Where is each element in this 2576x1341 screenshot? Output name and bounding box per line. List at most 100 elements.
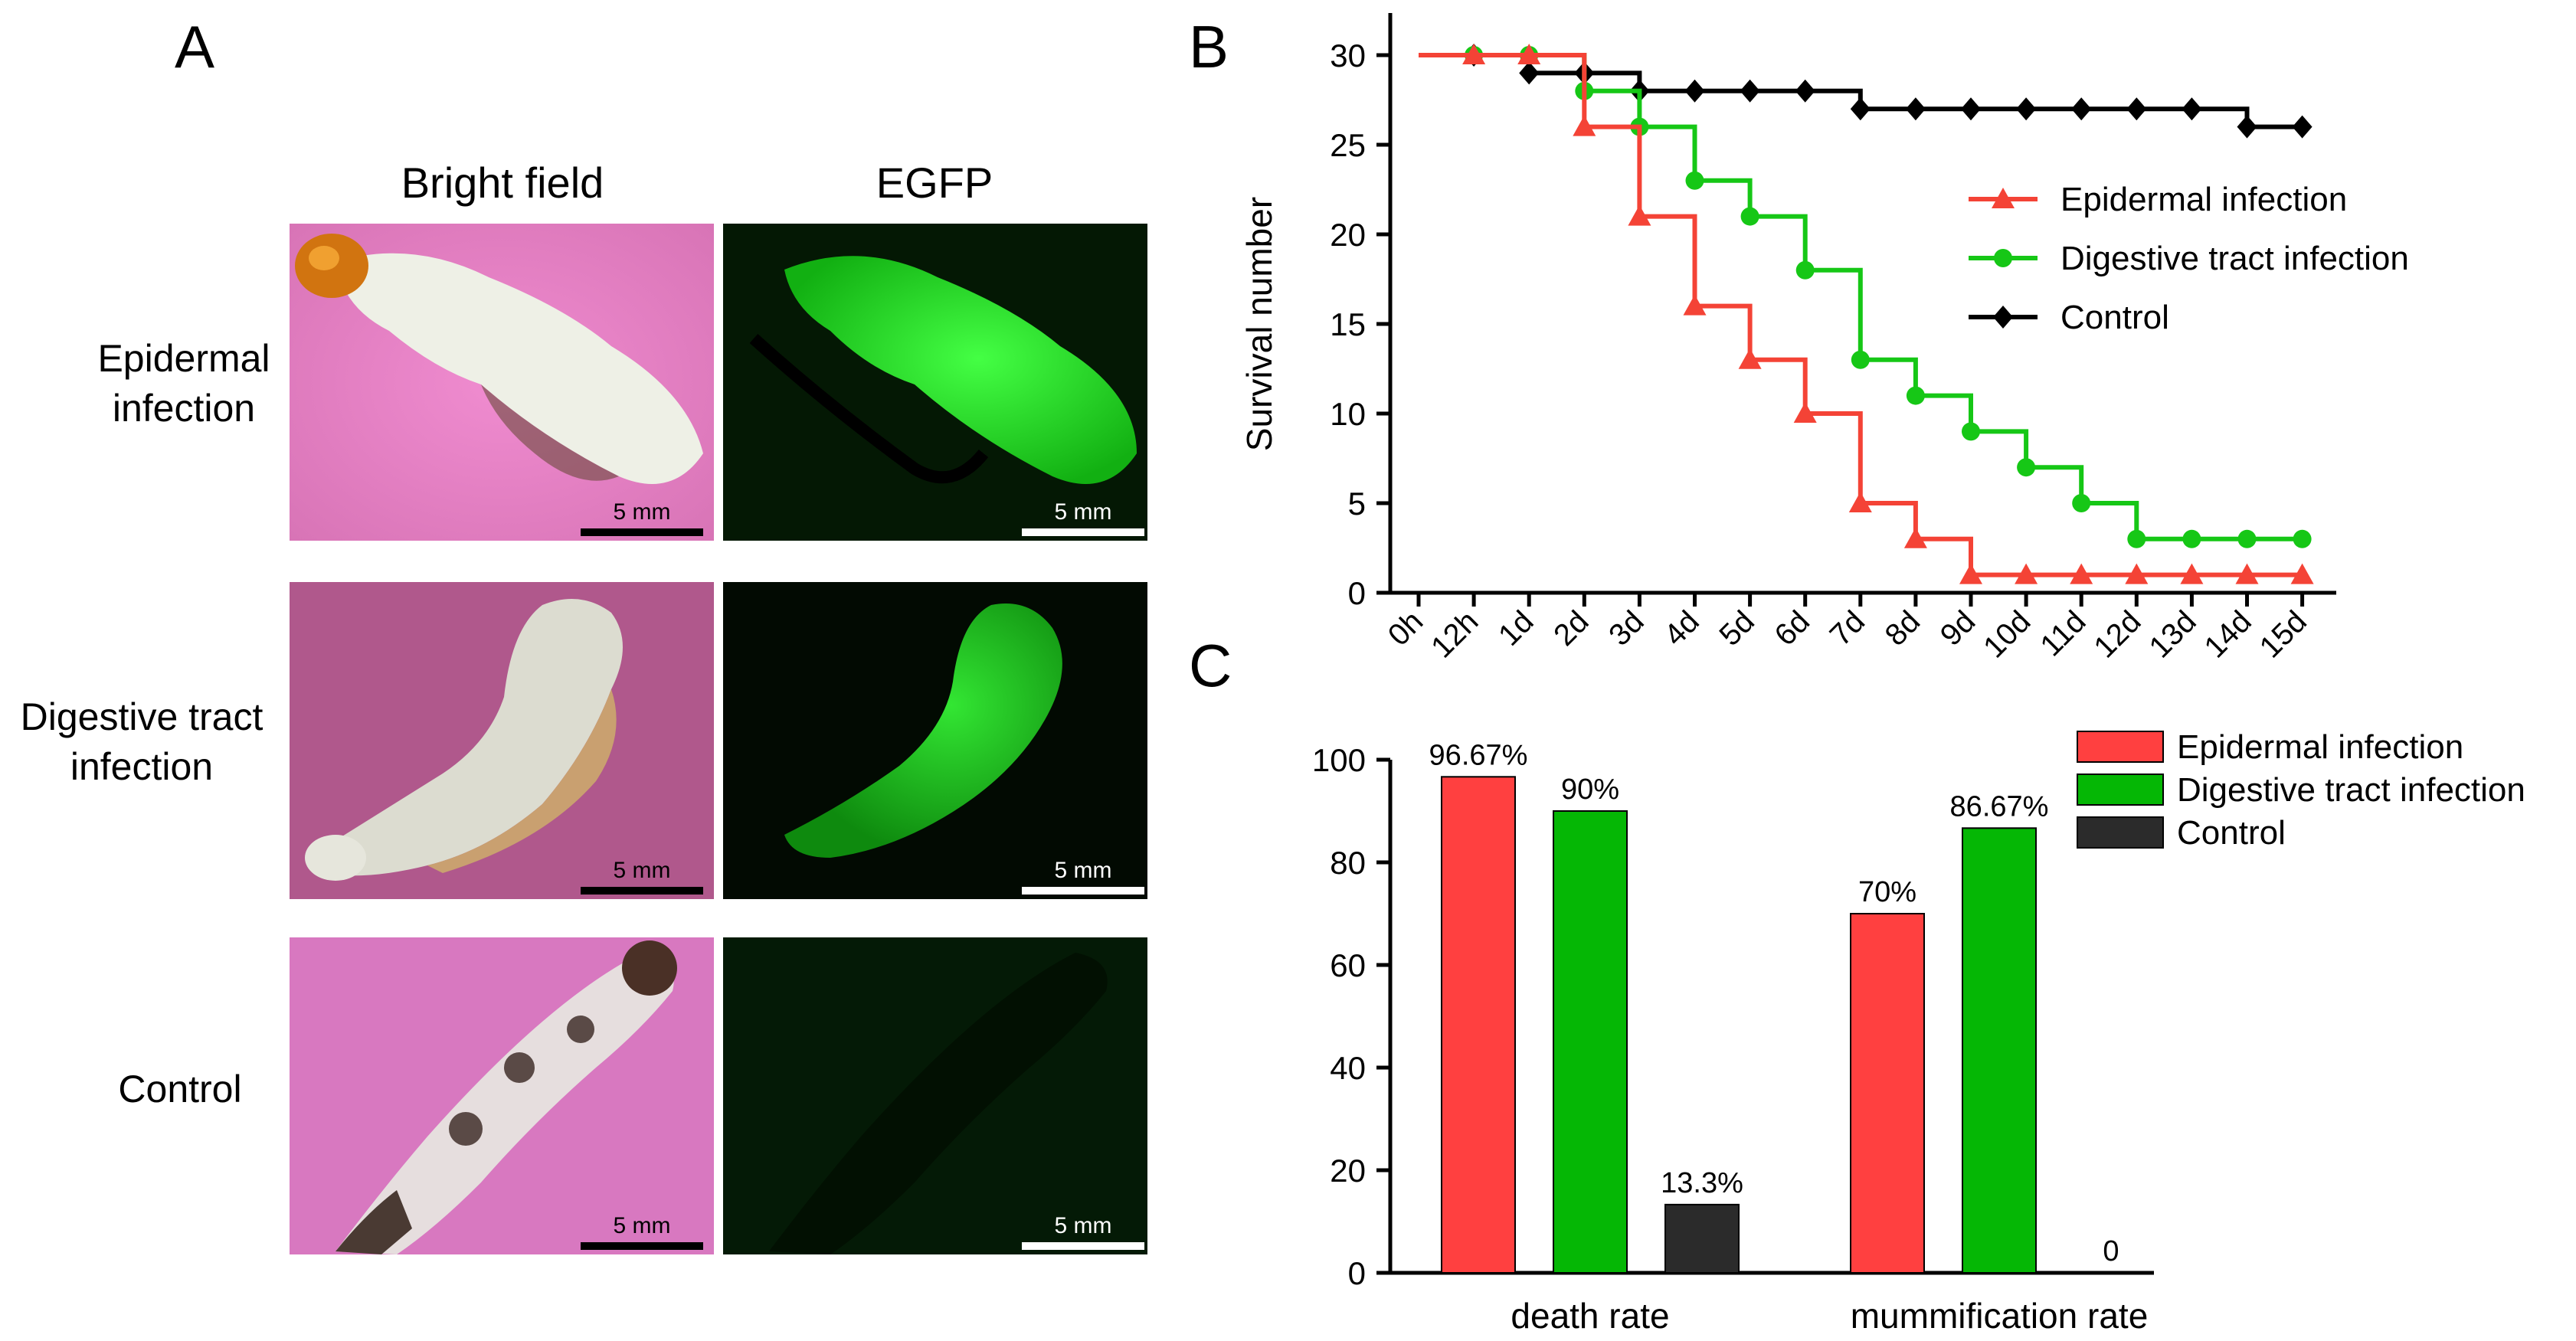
y-tick-label: 0 bbox=[1348, 575, 1366, 611]
x-category-label: death rate bbox=[1511, 1296, 1669, 1336]
row-label-line: infection bbox=[112, 387, 256, 430]
y-tick-label: 80 bbox=[1330, 845, 1366, 881]
y-tick-label: 15 bbox=[1330, 306, 1366, 342]
egfp-control-image bbox=[723, 937, 1147, 1254]
scale-bar-label: 5 mm bbox=[613, 1213, 671, 1238]
data-point-marker bbox=[2071, 97, 2092, 121]
data-point-marker bbox=[1520, 46, 1539, 64]
x-tick-label: 0h bbox=[1382, 604, 1430, 653]
bar-value-label: 70% bbox=[1858, 876, 1916, 908]
data-point-marker bbox=[2016, 97, 2037, 121]
bar-value-label: 90% bbox=[1561, 774, 1619, 806]
data-point-marker bbox=[1994, 249, 2012, 267]
bar-value-label: 96.67% bbox=[1429, 739, 1528, 771]
scale-bar-label: 5 mm bbox=[1054, 499, 1112, 525]
data-point-marker bbox=[1992, 188, 2015, 208]
data-point-marker bbox=[1903, 527, 1927, 548]
series-line-epidermal-infection bbox=[1419, 53, 2303, 577]
legend-swatch bbox=[2077, 731, 2164, 763]
x-tick-label: 13d bbox=[2142, 604, 2202, 664]
y-tick-label: 60 bbox=[1330, 947, 1366, 983]
data-point-marker bbox=[1906, 386, 1925, 405]
data-point-marker bbox=[1517, 44, 1541, 64]
x-tick-label: 7d bbox=[1824, 604, 1872, 653]
data-point-marker bbox=[1738, 348, 1762, 369]
data-point-marker bbox=[2180, 563, 2204, 584]
column-header-bright-field: Bright field bbox=[401, 159, 604, 207]
y-tick-label: 10 bbox=[1330, 396, 1366, 432]
data-point-marker bbox=[1851, 350, 1870, 369]
y-axis-label: Survival number bbox=[1239, 197, 1279, 451]
data-point-marker bbox=[2125, 563, 2149, 584]
x-tick-label: 12h bbox=[1425, 604, 1484, 664]
row-label-line: Control bbox=[118, 1068, 242, 1110]
y-tick-label: 100 bbox=[1312, 742, 1366, 778]
x-tick-label: 15d bbox=[2254, 604, 2313, 664]
bright-field-epidermal-image bbox=[290, 224, 714, 541]
data-point-marker bbox=[1575, 81, 1594, 100]
data-point-marker bbox=[2182, 529, 2201, 548]
data-point-marker bbox=[2235, 563, 2259, 584]
data-point-marker bbox=[1848, 492, 1872, 512]
row-label-control: Control bbox=[92, 1065, 268, 1114]
data-point-marker bbox=[2072, 494, 2091, 512]
x-tick-label: 5d bbox=[1713, 604, 1761, 653]
data-point-marker bbox=[1993, 306, 2013, 329]
x-tick-label: 2d bbox=[1547, 604, 1596, 653]
data-point-marker bbox=[1905, 97, 1926, 121]
scale-bar-label: 5 mm bbox=[613, 499, 671, 525]
bar-value-label: 86.67% bbox=[1950, 790, 2049, 823]
series-line-digestive-tract-infection bbox=[1419, 53, 2303, 541]
column-header-egfp: EGFP bbox=[876, 159, 993, 207]
legend-label: Digestive tract infection bbox=[2060, 240, 2409, 277]
data-point-marker bbox=[2290, 563, 2314, 584]
data-point-marker bbox=[1683, 294, 1707, 316]
data-point-marker bbox=[2126, 97, 2147, 121]
data-point-marker bbox=[2015, 563, 2038, 584]
y-tick-label: 20 bbox=[1330, 1153, 1366, 1189]
bar-value-label: 13.3% bbox=[1661, 1167, 1743, 1199]
legend-label: Digestive tract infection bbox=[2177, 771, 2525, 809]
data-point-marker bbox=[1962, 422, 1980, 441]
data-point-marker bbox=[1574, 61, 1595, 85]
data-point-marker bbox=[1850, 97, 1871, 121]
egfp-digestive-image bbox=[723, 582, 1147, 899]
legend-label: Control bbox=[2177, 814, 2286, 852]
data-point-marker bbox=[1740, 79, 1760, 103]
data-point-marker bbox=[1629, 79, 1650, 103]
legend-label: Control bbox=[2060, 299, 2169, 336]
data-point-marker bbox=[1684, 79, 1705, 103]
panel-a-letter: A bbox=[175, 13, 215, 80]
legend-swatch bbox=[2077, 816, 2164, 849]
row-label-line: Digestive tract bbox=[20, 695, 263, 738]
data-point-marker bbox=[1519, 61, 1540, 85]
x-category-label: mummification rate bbox=[1851, 1296, 2149, 1336]
panel-b-letter: B bbox=[1189, 13, 1229, 80]
x-tick-label: 12d bbox=[2087, 604, 2147, 664]
data-point-marker bbox=[2182, 97, 2202, 121]
data-point-marker bbox=[1628, 204, 1651, 226]
data-point-marker bbox=[1740, 207, 1759, 226]
x-tick-label: 3d bbox=[1602, 604, 1651, 653]
scale-bar bbox=[1022, 528, 1144, 536]
scale-bar-label: 5 mm bbox=[1054, 1213, 1112, 1238]
scale-bar-label: 5 mm bbox=[613, 858, 671, 883]
row-label-digestive: Digestive tract infection bbox=[0, 692, 283, 792]
x-tick-label: 9d bbox=[1934, 604, 1982, 653]
x-tick-label: 4d bbox=[1658, 604, 1706, 653]
bar bbox=[1664, 1203, 1740, 1274]
row-label-line: Epidermal bbox=[97, 337, 270, 380]
bar bbox=[1441, 776, 1516, 1274]
scale-bar bbox=[581, 528, 703, 536]
row-label-line: infection bbox=[70, 745, 214, 788]
data-point-marker bbox=[2017, 458, 2036, 477]
legend-swatch bbox=[2077, 774, 2164, 806]
x-tick-label: 14d bbox=[2198, 604, 2258, 664]
x-tick-label: 1d bbox=[1492, 604, 1540, 653]
x-tick-label: 10d bbox=[1977, 604, 2037, 664]
scale-bar bbox=[1022, 887, 1144, 895]
y-tick-label: 40 bbox=[1330, 1050, 1366, 1086]
data-point-marker bbox=[1795, 79, 1815, 103]
data-point-marker bbox=[1795, 260, 1815, 280]
data-point-marker bbox=[1462, 44, 1486, 64]
